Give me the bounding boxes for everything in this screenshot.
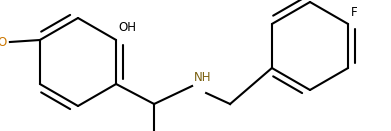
- Text: NH: NH: [194, 71, 212, 84]
- Text: F: F: [351, 6, 358, 19]
- Text: OH: OH: [118, 21, 136, 34]
- Text: O: O: [0, 36, 7, 48]
